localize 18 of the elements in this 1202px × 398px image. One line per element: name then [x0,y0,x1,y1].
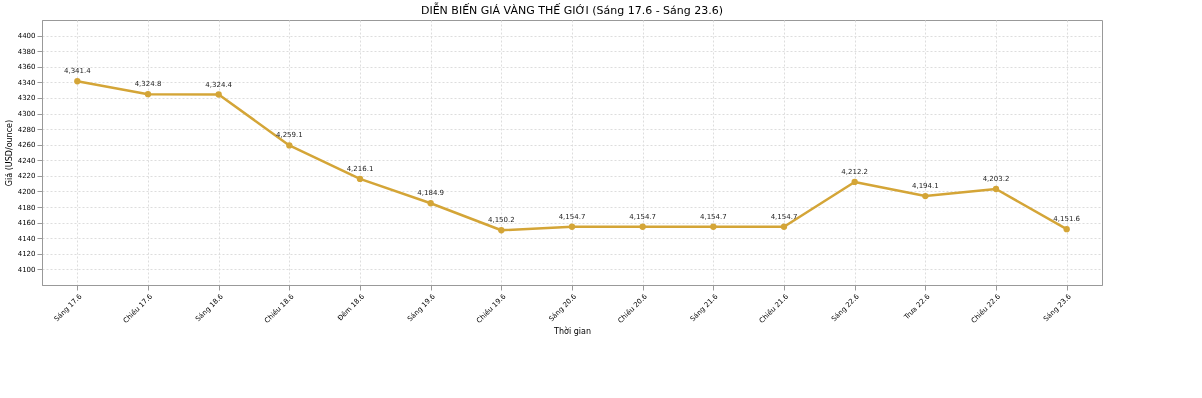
point [74,78,81,85]
point [144,91,152,98]
chart-title: DIỄN BIẾN GIÁ VÀNG THẾ GIỚI (Sáng 17.6 - Sáng 23.6) [420,2,724,17]
point [851,178,858,186]
point [498,227,505,234]
point [992,185,1000,193]
point [639,223,646,230]
x-axis-title: Thời gian [553,326,591,337]
y-axis-title: Giá (USD/ounce) [4,119,14,187]
point [356,175,364,183]
point [427,200,434,207]
point [568,223,576,230]
point [710,223,717,230]
point [922,192,929,200]
point [1063,226,1070,233]
point [780,223,788,230]
point [286,142,293,149]
point [215,91,222,98]
